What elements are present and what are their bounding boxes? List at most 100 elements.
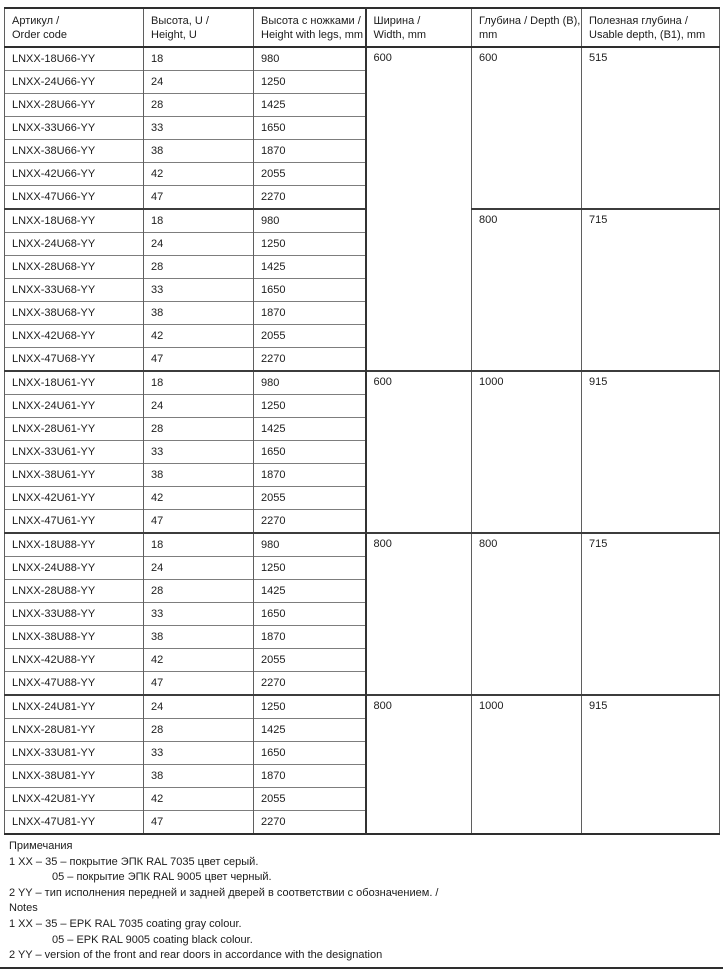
table-row: LNXX-18U66-YY 18 980 600 600 515 bbox=[4, 46, 720, 371]
height-u-cell: 28 bbox=[143, 579, 254, 603]
height-legs-cell: 2055 bbox=[253, 787, 367, 811]
table-row: LNXX-38U68-YY 38 1870 bbox=[4, 301, 720, 325]
order-code-cell: LNXX-38U88-YY bbox=[4, 625, 144, 649]
height-u-cell: 47 bbox=[143, 810, 254, 834]
table-row: LNXX-42U88-YY 42 2055 bbox=[4, 648, 720, 672]
depth-cell: 800 bbox=[471, 208, 582, 371]
note-ru-xx-05: 05 – покрытие ЭПК RAL 9005 цвет черный. bbox=[52, 871, 272, 884]
order-code-cell: LNXX-42U68-YY bbox=[4, 324, 144, 348]
depth-cell: 1000 bbox=[471, 370, 582, 533]
order-code-cell: LNXX-28U88-YY bbox=[4, 579, 144, 603]
height-legs-cell: 1250 bbox=[253, 694, 367, 719]
height-legs-cell: 980 bbox=[253, 370, 367, 395]
usable-depth-cell: 515 bbox=[581, 46, 720, 209]
spec-table-header: Артикул / Order code Высота, U / Height,… bbox=[4, 8, 720, 48]
table-row: LNXX-24U68-YY 24 1250 bbox=[4, 232, 720, 256]
width-cell: 800 bbox=[364, 532, 472, 695]
order-code-cell: LNXX-33U88-YY bbox=[4, 602, 144, 626]
order-code-cell: LNXX-18U88-YY bbox=[4, 532, 144, 557]
height-legs-cell: 2055 bbox=[253, 324, 367, 348]
table-row: LNXX-24U88-YY 24 1250 bbox=[4, 556, 720, 580]
height-u-cell: 24 bbox=[143, 556, 254, 580]
table-row: LNXX-47U66-YY 47 2270 bbox=[4, 185, 720, 209]
header-height-u-en: Height, U bbox=[151, 28, 197, 41]
header-order-code-ru: Артикул / bbox=[12, 14, 60, 27]
order-code-cell: LNXX-28U81-YY bbox=[4, 718, 144, 742]
height-u-cell: 18 bbox=[143, 370, 254, 395]
table-row: LNXX-47U61-YY 47 2270 bbox=[4, 509, 720, 533]
note-en-xx-05: 05 – EPK RAL 9005 coating black colour. bbox=[52, 933, 253, 946]
height-legs-cell: 2055 bbox=[253, 486, 367, 510]
header-height-u-ru: Высота, U / bbox=[151, 14, 209, 27]
order-code-cell: LNXX-18U68-YY bbox=[4, 208, 144, 233]
height-legs-cell: 1250 bbox=[253, 232, 367, 256]
order-code-cell: LNXX-33U61-YY bbox=[4, 440, 144, 464]
order-code-cell: LNXX-42U66-YY bbox=[4, 162, 144, 186]
height-u-cell: 38 bbox=[143, 463, 254, 487]
height-legs-cell: 980 bbox=[253, 532, 367, 557]
header-usable-depth-ru: Полезная глубина / bbox=[589, 14, 688, 27]
height-u-cell: 42 bbox=[143, 787, 254, 811]
header-row: Артикул / Order code Высота, U / Height,… bbox=[4, 8, 720, 48]
height-u-cell: 33 bbox=[143, 278, 254, 302]
header-width-en: Width, mm bbox=[373, 28, 427, 41]
height-legs-cell: 1870 bbox=[253, 139, 367, 163]
height-legs-cell: 1250 bbox=[253, 394, 367, 418]
table-row: LNXX-47U81-YY 47 2270 bbox=[4, 810, 720, 834]
height-legs-cell: 2055 bbox=[253, 648, 367, 672]
table-row: LNXX-18U68-YY 18 980 800 715 bbox=[4, 208, 720, 371]
table-row: LNXX-33U61-YY 33 1650 bbox=[4, 440, 720, 464]
order-code-cell: LNXX-38U81-YY bbox=[4, 764, 144, 788]
order-code-cell: LNXX-28U61-YY bbox=[4, 417, 144, 441]
note-ru-yy: 2 YY – тип исполнения передней и задней … bbox=[9, 886, 439, 899]
header-usable-depth: Полезная глубина / Usable depth, (B1), m… bbox=[581, 8, 720, 48]
height-legs-cell: 1650 bbox=[253, 602, 367, 626]
height-legs-cell: 1650 bbox=[253, 741, 367, 765]
height-u-cell: 18 bbox=[143, 532, 254, 557]
note-en-yy: 2 YY – version of the front and rear doo… bbox=[9, 949, 383, 962]
header-depth-ru: Глубина / Depth (B), bbox=[479, 14, 581, 27]
table-row: LNXX-42U66-YY 42 2055 bbox=[4, 162, 720, 186]
table-row: LNXX-38U81-YY 38 1870 bbox=[4, 764, 720, 788]
height-u-cell: 47 bbox=[143, 185, 254, 209]
height-u-cell: 28 bbox=[143, 718, 254, 742]
height-u-cell: 24 bbox=[143, 70, 254, 94]
width-cell: 600 bbox=[364, 46, 472, 371]
height-legs-cell: 1650 bbox=[253, 440, 367, 464]
height-u-cell: 33 bbox=[143, 440, 254, 464]
table-row: LNXX-18U88-YY 18 980 800 800 715 bbox=[4, 532, 720, 695]
table-row: LNXX-18U61-YY 18 980 600 1000 915 bbox=[4, 370, 720, 533]
table-row: LNXX-42U81-YY 42 2055 bbox=[4, 787, 720, 811]
table-row: LNXX-47U68-YY 47 2270 bbox=[4, 347, 720, 371]
height-legs-cell: 1250 bbox=[253, 70, 367, 94]
table-row: LNXX-33U66-YY 33 1650 bbox=[4, 116, 720, 140]
order-code-cell: LNXX-47U66-YY bbox=[4, 185, 144, 209]
table-row: LNXX-28U88-YY 28 1425 bbox=[4, 579, 720, 603]
height-legs-cell: 1250 bbox=[253, 556, 367, 580]
height-u-cell: 28 bbox=[143, 417, 254, 441]
note-en-xx-35: 1 XX – 35 – EPK RAL 7035 coating gray co… bbox=[9, 917, 242, 930]
table-row: LNXX-33U68-YY 33 1650 bbox=[4, 278, 720, 302]
order-code-cell: LNXX-47U61-YY bbox=[4, 509, 144, 533]
usable-depth-cell: 915 bbox=[581, 370, 720, 533]
height-u-cell: 47 bbox=[143, 671, 254, 695]
order-code-cell: LNXX-38U61-YY bbox=[4, 463, 144, 487]
height-u-cell: 42 bbox=[143, 324, 254, 348]
height-u-cell: 33 bbox=[143, 741, 254, 765]
height-legs-cell: 2270 bbox=[253, 347, 367, 371]
table-row: LNXX-24U66-YY 24 1250 bbox=[4, 70, 720, 94]
order-code-cell: LNXX-47U68-YY bbox=[4, 347, 144, 371]
depth-cell: 600 bbox=[471, 46, 582, 209]
header-width-ru: Ширина / bbox=[373, 14, 421, 27]
height-legs-cell: 2270 bbox=[253, 810, 367, 834]
table-row: LNXX-33U88-YY 33 1650 bbox=[4, 602, 720, 626]
height-u-cell: 28 bbox=[143, 93, 254, 117]
table-row: LNXX-28U81-YY 28 1425 bbox=[4, 718, 720, 742]
height-u-cell: 18 bbox=[143, 46, 254, 71]
header-height-u: Высота, U / Height, U bbox=[143, 8, 254, 48]
spec-table: Артикул / Order code Высота, U / Height,… bbox=[4, 7, 720, 835]
height-u-cell: 33 bbox=[143, 116, 254, 140]
table-row: LNXX-28U66-YY 28 1425 bbox=[4, 93, 720, 117]
table-row: LNXX-33U81-YY 33 1650 bbox=[4, 741, 720, 765]
